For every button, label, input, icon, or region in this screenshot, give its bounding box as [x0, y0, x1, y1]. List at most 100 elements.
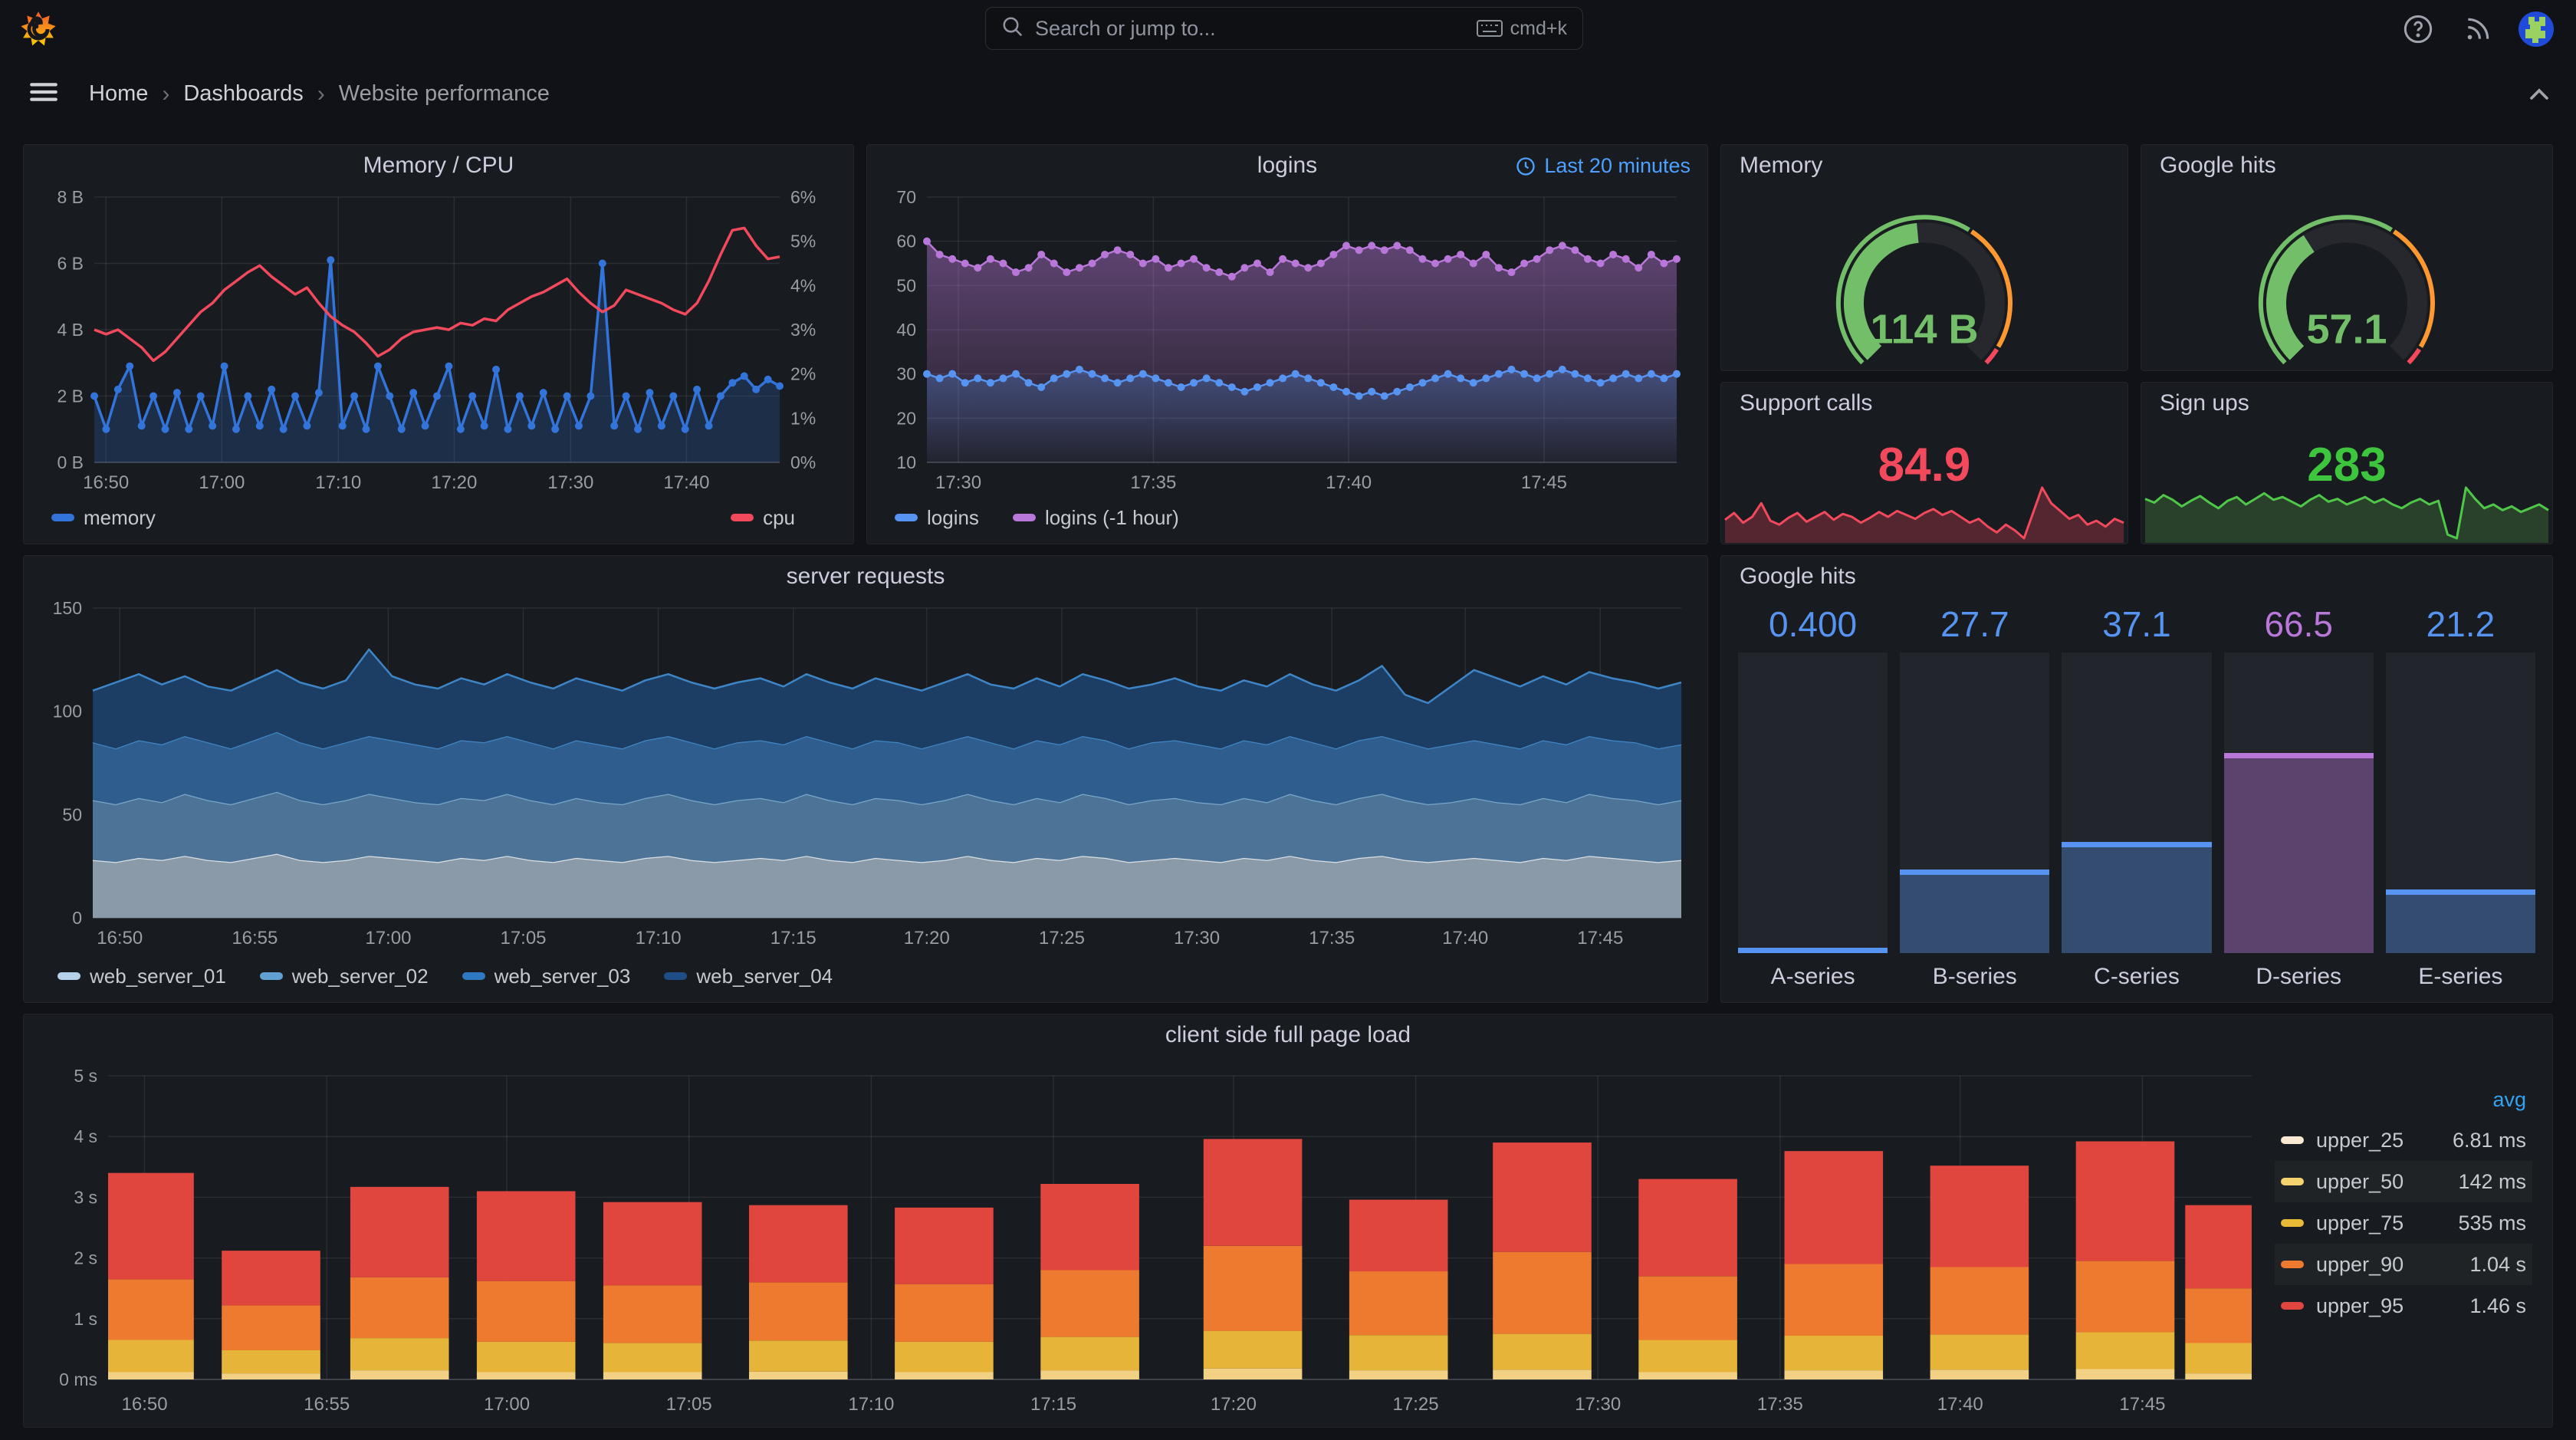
svg-text:0%: 0% [790, 452, 816, 472]
bargauge-fill [2062, 841, 2212, 953]
svg-text:0: 0 [72, 908, 82, 928]
legend-item-upper_75[interactable]: upper_75 535 ms [2275, 1202, 2532, 1244]
bargauge-track[interactable] [2385, 653, 2536, 953]
svg-text:17:45: 17:45 [1521, 472, 1567, 493]
legend-item-web_server_02[interactable]: web_server_02 [259, 965, 429, 988]
memcpu-legend: memory cpu [24, 498, 853, 538]
panel-server-requests: server requests 0 50 100 150 16:50 16:55 17:00… [23, 555, 1708, 1003]
panel-title[interactable]: logins [1257, 153, 1318, 178]
support-calls-value: 84.9 [1878, 439, 1971, 492]
legend-avg-header[interactable]: avg [2492, 1088, 2526, 1111]
svg-text:16:55: 16:55 [232, 928, 278, 948]
legend-item-web_server_04[interactable]: web_server_04 [664, 965, 833, 988]
legend-item-upper_50[interactable]: upper_50 142 ms [2275, 1161, 2532, 1202]
svg-text:17:40: 17:40 [1937, 1394, 1983, 1415]
bargauge-column[interactable]: 66.5 D-series [2223, 603, 2374, 990]
legend-color [462, 972, 485, 980]
legend-item-upper_95[interactable]: upper_95 1.46 s [2275, 1285, 2532, 1327]
svg-text:50: 50 [62, 804, 82, 824]
bargauge-column[interactable]: 0.400 A-series [1738, 603, 1888, 990]
bargauge-value: 37.1 [2102, 604, 2171, 644]
bargauge-value: 0.400 [1769, 604, 1858, 644]
chevron-right-icon: › [162, 81, 170, 107]
legend-item-cpu[interactable]: cpu [731, 506, 795, 530]
svg-text:4%: 4% [790, 275, 816, 295]
bargauge-track[interactable] [2062, 653, 2212, 953]
search-icon [1001, 15, 1024, 42]
legend-item-upper_90[interactable]: upper_90 1.04 s [2275, 1244, 2532, 1285]
panel-client-page-load: client side full page load 0 ms 1 s 2 s 3 s… [23, 1014, 2553, 1428]
breadcrumb-home[interactable]: Home [89, 81, 149, 106]
svg-text:17:10: 17:10 [315, 472, 361, 493]
legend-item-upper_25[interactable]: upper_25 6.81 ms [2275, 1119, 2532, 1161]
svg-text:2 B: 2 B [57, 386, 84, 406]
svg-text:17:40: 17:40 [1326, 472, 1372, 493]
panel-title[interactable]: server requests [786, 564, 945, 589]
panel-title[interactable]: Memory [1740, 153, 1823, 178]
panel-title[interactable]: Memory / CPU [363, 153, 514, 178]
bargauge-fill-edge [2062, 841, 2212, 847]
memory-cpu-chart[interactable]: 0 B 2 B 4 B 6 B 8 B 0% 1% 2% 3% 4% 5% 6% 16:50 17:00 1… [34, 185, 843, 496]
bargauge-track[interactable] [1738, 653, 1888, 953]
legend-item-memory[interactable]: memory [51, 506, 156, 530]
bargauge-label: E-series [2418, 964, 2503, 989]
google-hits-gauge[interactable]: 57.1 [2141, 179, 2552, 367]
bargauge-track[interactable] [1900, 653, 2050, 953]
breadcrumb-dashboards[interactable]: Dashboards [183, 81, 304, 106]
panel-title[interactable]: Google hits [1740, 564, 1856, 589]
chevron-up-icon[interactable] [2524, 79, 2555, 113]
bargauge-value: 21.2 [2426, 604, 2496, 644]
legend-item-web_server_01[interactable]: web_server_01 [58, 965, 226, 988]
bargauge-fill [1900, 870, 2050, 953]
bargauge-fill-edge [1738, 948, 1888, 953]
help-icon[interactable] [2400, 11, 2436, 48]
bargauge-column[interactable]: 21.2 E-series [2385, 603, 2536, 990]
panel-time-range[interactable]: Last 20 minutes [1515, 154, 1691, 178]
sign-ups-sparkline[interactable] [2142, 452, 2551, 543]
menu-hamburger-icon[interactable] [28, 76, 60, 112]
bargauge-track[interactable] [2223, 653, 2374, 953]
bargauge-fill [2223, 753, 2374, 953]
legend-item-web_server_03[interactable]: web_server_03 [462, 965, 630, 988]
svg-text:17:15: 17:15 [1030, 1394, 1076, 1415]
panel-title[interactable]: client side full page load [1165, 1022, 1411, 1047]
breadcrumb-current: Website performance [338, 81, 550, 106]
svg-text:17:35: 17:35 [1130, 472, 1176, 493]
svg-text:40: 40 [896, 320, 916, 340]
legend-color [2281, 1219, 2304, 1227]
svg-text:17:30: 17:30 [1174, 928, 1220, 948]
logins-chart[interactable]: 10 20 30 40 50 60 70 17:30 17:35 17:40 17:45 [878, 185, 1697, 496]
svg-text:0 ms: 0 ms [59, 1369, 97, 1389]
client-page-load-chart[interactable]: 0 ms 1 s 2 s 3 s 4 s 5 s 16:50 16:55 17:00 17:05 1… [34, 1053, 2262, 1418]
svg-text:114 B: 114 B [1870, 306, 1978, 352]
grafana-logo-icon[interactable] [20, 11, 57, 48]
server-requests-chart[interactable]: 0 50 100 150 16:50 16:55 17:00 17:05 17:10 17:15 1… [34, 596, 1697, 952]
bargauge-value: 27.7 [1940, 604, 2009, 644]
legend-color [259, 972, 283, 980]
legend-color-cpu [731, 514, 754, 521]
bargauge-column[interactable]: 27.7 B-series [1900, 603, 2050, 990]
news-rss-icon[interactable] [2459, 11, 2496, 48]
svg-text:17:40: 17:40 [1442, 928, 1488, 948]
bargauge-column[interactable]: 37.1 C-series [2062, 603, 2212, 990]
top-navbar: Search or jump to... cmd+k [0, 0, 2576, 58]
search-input[interactable]: Search or jump to... cmd+k [985, 7, 1583, 50]
support-calls-sparkline[interactable] [1722, 452, 2127, 543]
svg-text:17:00: 17:00 [199, 472, 245, 493]
memory-gauge[interactable]: 114 B [1721, 179, 2128, 367]
svg-text:5%: 5% [790, 232, 816, 252]
breadcrumb: Home › Dashboards › Website performance [89, 81, 550, 107]
svg-text:50: 50 [896, 275, 916, 295]
user-avatar[interactable] [2518, 11, 2555, 48]
panel-logins: logins Last 20 minutes 10 20 30 40 50 60 70 17:… [866, 144, 1708, 544]
panel-google-gauge: Google hits 57.1 [2141, 144, 2553, 371]
svg-text:17:15: 17:15 [770, 928, 816, 948]
legend-item-logins[interactable]: logins [895, 506, 979, 530]
panel-title[interactable]: Sign ups [2160, 390, 2249, 416]
bargauge-fill-edge [1900, 870, 2050, 876]
svg-text:57.1: 57.1 [2306, 306, 2387, 352]
panel-title[interactable]: Google hits [2160, 153, 2276, 178]
legend-color [2281, 1302, 2304, 1310]
legend-item-logins-prev[interactable]: logins (-1 hour) [1012, 506, 1179, 530]
panel-title[interactable]: Support calls [1740, 390, 1873, 416]
